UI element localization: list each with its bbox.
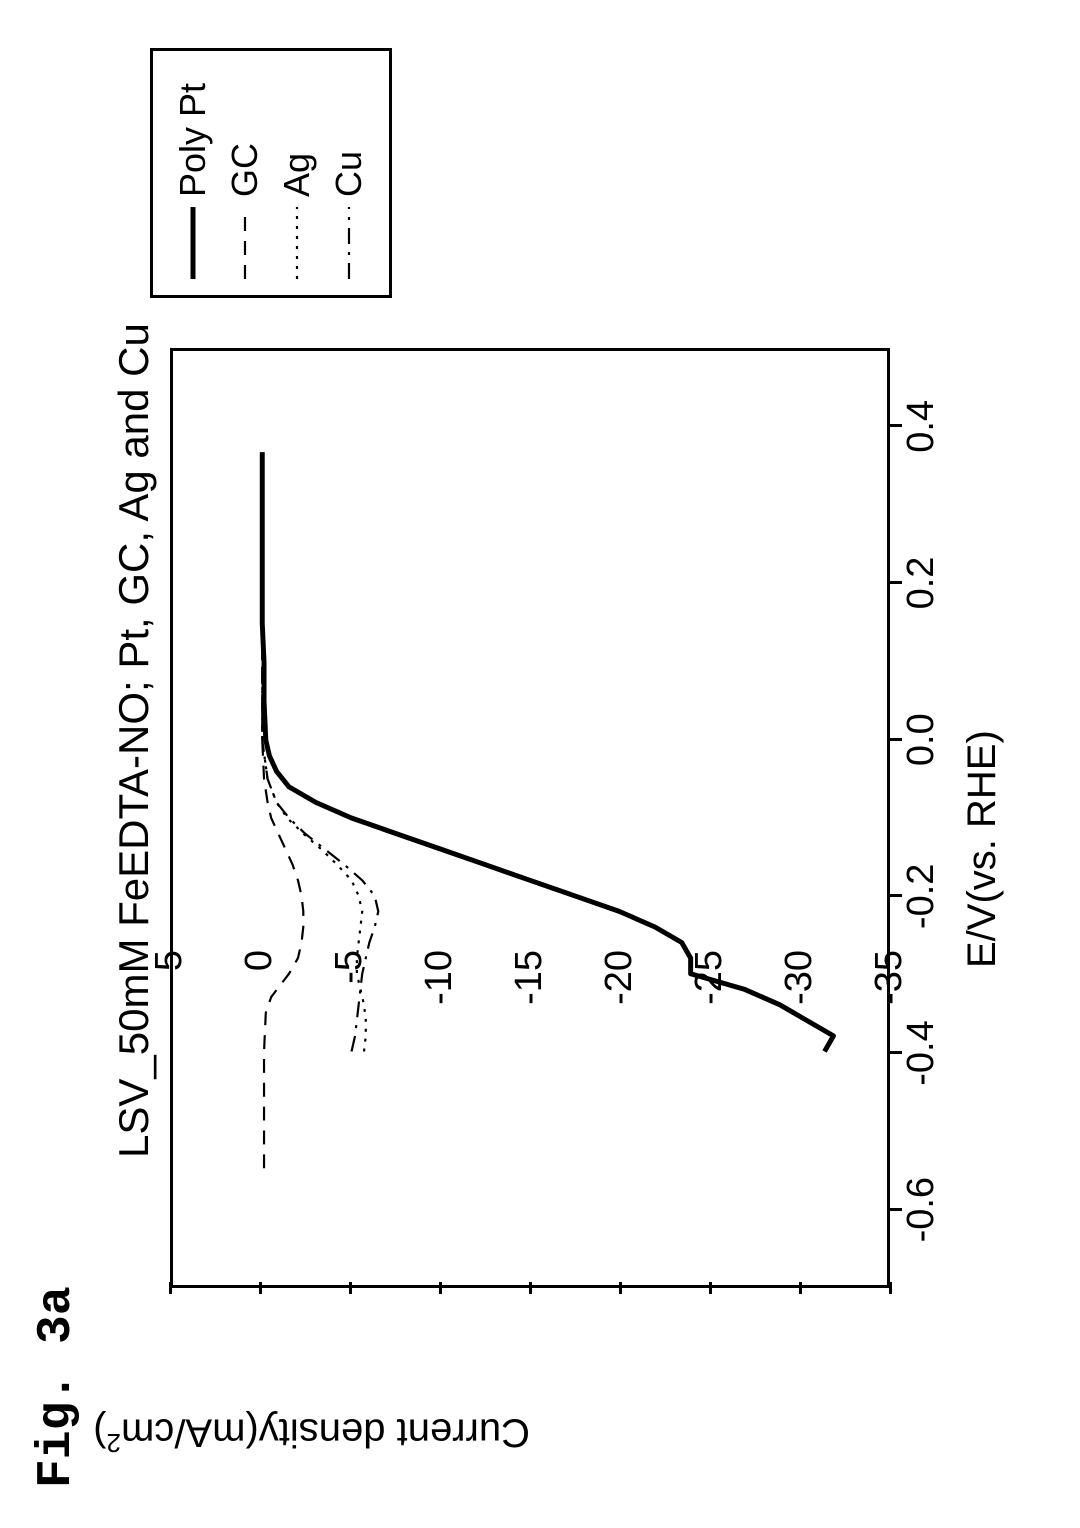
x-tick-mark (890, 1208, 902, 1211)
y-tick-mark (439, 1282, 442, 1294)
y-axis-label: Current density(mA/cm2) (93, 1410, 530, 1458)
legend-label: GC (224, 143, 266, 197)
x-tick-mark (890, 738, 902, 741)
x-tick-label: 0.0 (900, 713, 943, 766)
legend-swatch (233, 207, 257, 279)
legend-item: Ag (271, 67, 323, 279)
y-tick-mark (169, 1282, 172, 1294)
legend-item: Poly Pt (167, 67, 219, 279)
x-tick-mark (890, 894, 902, 897)
legend-item: GC (219, 67, 271, 279)
legend-label: Cu (328, 151, 370, 197)
y-tick-mark (799, 1282, 802, 1294)
y-tick-label: 5 (148, 950, 191, 1150)
y-tick-label: -5 (328, 950, 371, 1150)
legend-label: Poly Pt (172, 83, 214, 197)
y-tick-mark (709, 1282, 712, 1294)
legend-swatch (337, 207, 361, 279)
legend: Poly PtGCAgCu (150, 48, 392, 298)
x-tick-mark (890, 1051, 902, 1054)
x-tick-mark (890, 581, 902, 584)
y-tick-mark (529, 1282, 532, 1294)
y-tick-label: -20 (598, 950, 641, 1150)
legend-item: Cu (323, 67, 375, 279)
y-tick-label: 0 (238, 950, 281, 1150)
figure-label: Fig. 3a (30, 1286, 84, 1488)
legend-swatch (181, 207, 205, 279)
x-tick-label: 0.2 (900, 557, 943, 610)
y-tick-label: -25 (688, 950, 731, 1150)
x-tick-label: -0.4 (900, 1020, 943, 1085)
legend-swatch (285, 207, 309, 279)
y-tick-mark (259, 1282, 262, 1294)
x-axis-label: E/V(vs. RHE) (960, 730, 1005, 968)
y-tick-mark (619, 1282, 622, 1294)
x-tick-label: -0.2 (900, 864, 943, 929)
y-tick-mark (889, 1282, 892, 1294)
y-tick-label: -30 (778, 950, 821, 1150)
legend-label: Ag (276, 153, 318, 197)
x-tick-mark (890, 424, 902, 427)
y-tick-mark (349, 1282, 352, 1294)
y-tick-label: -10 (418, 950, 461, 1150)
x-tick-label: -0.6 (900, 1177, 943, 1242)
x-tick-label: 0.4 (900, 400, 943, 453)
y-tick-label: -15 (508, 950, 551, 1150)
